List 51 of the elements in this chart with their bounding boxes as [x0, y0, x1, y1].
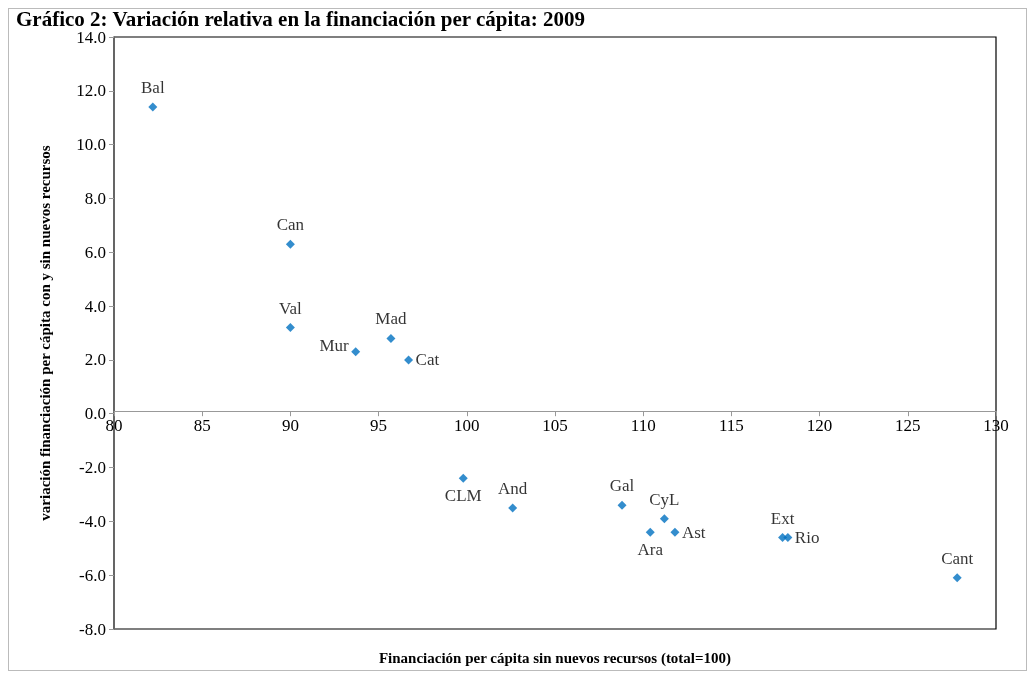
x-tick-label: 85: [193, 416, 211, 436]
point: [952, 573, 962, 583]
y-tick-label: 6.0: [84, 242, 106, 262]
annotation: Val: [279, 298, 302, 318]
point: [351, 347, 361, 357]
point: [617, 500, 627, 510]
point: [783, 533, 793, 543]
point: [670, 527, 680, 537]
annotation: Cat: [415, 350, 440, 370]
annotation: Mur: [319, 336, 349, 356]
x-tick-label: 105: [542, 416, 568, 436]
annotation: Ara: [637, 540, 664, 560]
point: [404, 355, 414, 365]
y-tick-label: -4.0: [79, 511, 106, 531]
y-tick-label: -8.0: [79, 619, 106, 639]
x-tick-label: 90: [281, 416, 299, 436]
x-tick-label: 95: [370, 416, 388, 436]
point: [645, 527, 655, 537]
annotation: Can: [276, 215, 305, 235]
y-tick-label: -6.0: [79, 565, 106, 585]
y-tick-label: 4.0: [84, 296, 106, 316]
y-tick-label: 2.0: [84, 350, 106, 370]
y-tick-label: 8.0: [84, 188, 106, 208]
point: [148, 102, 158, 112]
y-tick-label: 0.0: [84, 404, 106, 424]
x-tick-label: 100: [454, 416, 480, 436]
annotation: CyL: [649, 489, 680, 509]
annotation: Cant: [941, 548, 974, 568]
x-tick-label: 125: [895, 416, 921, 436]
annotation: Rio: [794, 528, 820, 548]
y-axis-title: variación financiación per cápita con y sin nuevos recursos: [36, 145, 53, 521]
point: [285, 323, 295, 333]
x-tick-label: 115: [718, 416, 744, 436]
annotation: Ext: [770, 508, 795, 528]
x-tick-label: 110: [630, 416, 656, 436]
annotation: CLM: [444, 486, 482, 506]
point: [386, 333, 396, 343]
point: [458, 473, 468, 483]
annotation: Ast: [681, 522, 706, 542]
point: [659, 514, 669, 524]
annotation: Bal: [141, 77, 165, 97]
y-tick-label: 12.0: [76, 81, 106, 101]
y-tick-label: 10.0: [76, 135, 106, 155]
annotation: Mad: [375, 309, 408, 329]
annotation: And: [498, 478, 528, 498]
point: [285, 239, 295, 249]
x-axis-title: Financiación per cápita sin nuevos recursos (total=100): [378, 649, 732, 667]
point: [508, 503, 518, 513]
annotation: Gal: [609, 476, 635, 496]
x-tick-label: 120: [806, 416, 833, 436]
y-tick-label: -2.0: [79, 458, 106, 478]
